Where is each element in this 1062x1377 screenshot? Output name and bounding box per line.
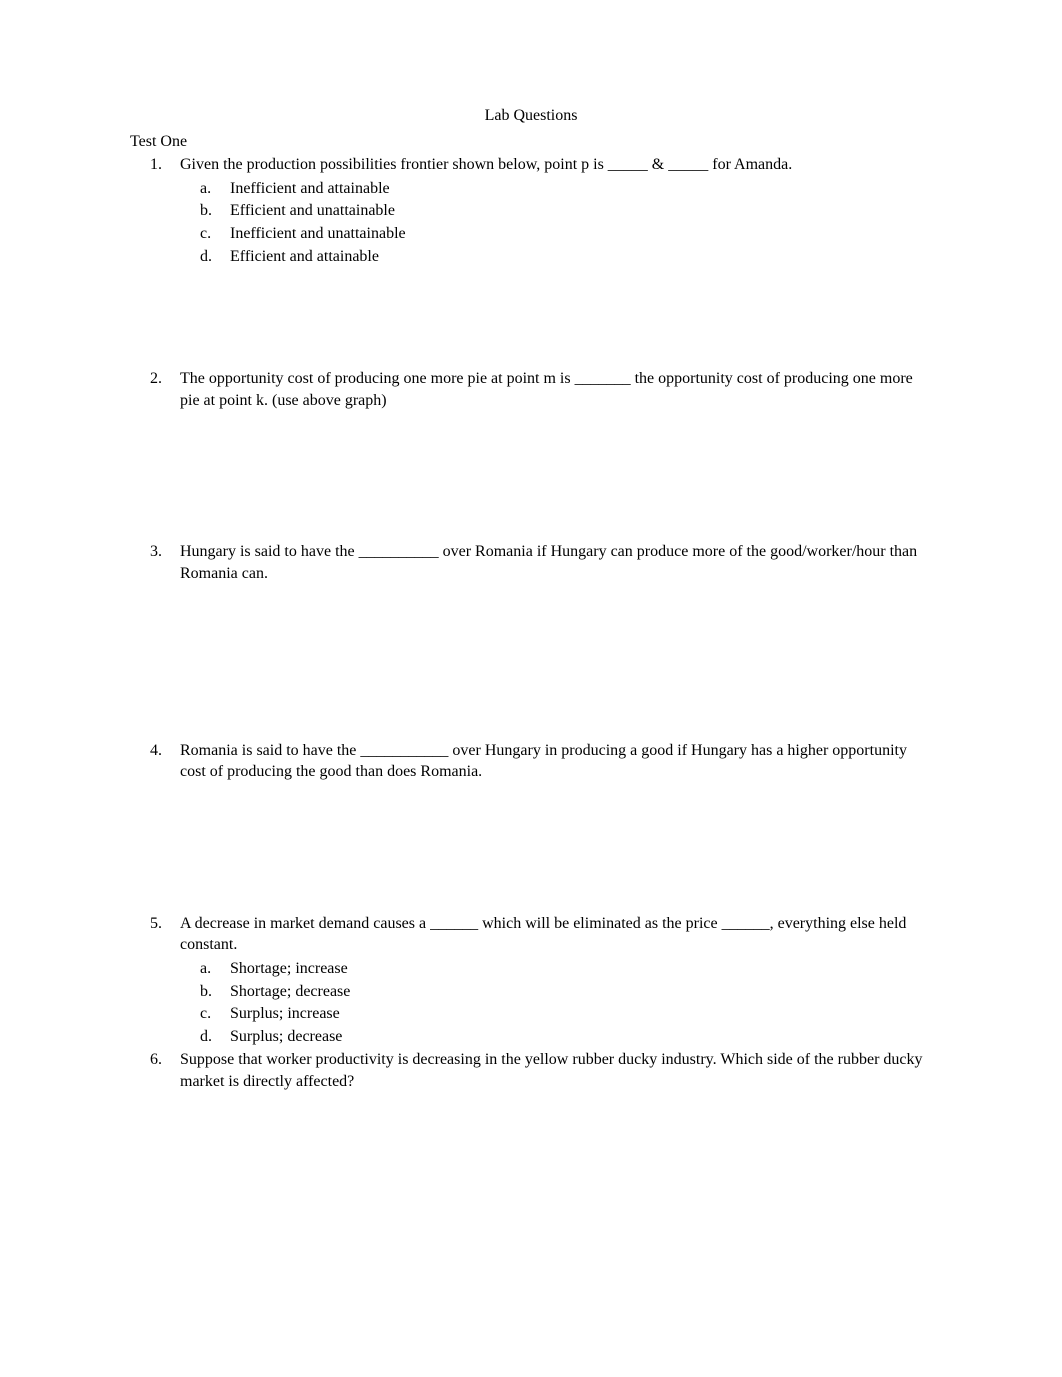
option-b: b. Shortage; decrease [230,981,932,1003]
option-letter: c. [200,223,211,245]
question-1-options: a. Inefficient and attainable b. Efficie… [180,178,932,267]
question-number: 6. [150,1049,162,1071]
option-letter: d. [200,246,212,268]
option-letter: c. [200,1003,211,1025]
question-5-options: a. Shortage; increase b. Shortage; decre… [180,958,932,1047]
question-number: 5. [150,913,162,935]
question-5: 5. A decrease in market demand causes a … [180,913,932,1048]
option-text: Efficient and attainable [230,248,379,265]
option-text: Shortage; decrease [230,983,350,1000]
option-letter: d. [200,1026,212,1048]
option-text: Inefficient and unattainable [230,225,406,242]
option-letter: a. [200,958,211,980]
option-text: Inefficient and attainable [230,180,390,197]
question-number: 2. [150,368,162,390]
spacer [180,585,932,740]
question-6: 6. Suppose that worker productivity is d… [180,1049,932,1092]
spacer [180,411,932,541]
option-c: c. Surplus; increase [230,1003,932,1025]
option-letter: b. [200,981,212,1003]
option-c: c. Inefficient and unattainable [230,223,932,245]
option-text: Shortage; increase [230,960,348,977]
question-number: 4. [150,740,162,762]
question-number: 3. [150,541,162,563]
option-a: a. Inefficient and attainable [230,178,932,200]
question-number: 1. [150,154,162,176]
question-text: Hungary is said to have the __________ o… [180,543,917,582]
option-d: d. Efficient and attainable [230,246,932,268]
question-text: Suppose that worker productivity is decr… [180,1051,923,1090]
page-title: Lab Questions [130,105,932,127]
question-text: Romania is said to have the ___________ … [180,742,907,781]
spacer [180,783,932,913]
option-a: a. Shortage; increase [230,958,932,980]
option-letter: a. [200,178,211,200]
questions-list: 1. Given the production possibilities fr… [130,154,932,1092]
option-text: Surplus; decrease [230,1028,342,1045]
spacer [180,268,932,368]
option-d: d. Surplus; decrease [230,1026,932,1048]
option-text: Surplus; increase [230,1005,340,1022]
question-text: The opportunity cost of producing one mo… [180,370,913,409]
question-2: 2. The opportunity cost of producing one… [180,368,932,411]
question-text: Given the production possibilities front… [180,156,792,173]
question-4: 4. Romania is said to have the _________… [180,740,932,783]
option-letter: b. [200,200,212,222]
option-b: b. Efficient and unattainable [230,200,932,222]
question-text: A decrease in market demand causes a ___… [180,915,906,954]
question-3: 3. Hungary is said to have the _________… [180,541,932,584]
question-1: 1. Given the production possibilities fr… [180,154,932,267]
section-header: Test One [130,131,932,153]
option-text: Efficient and unattainable [230,202,395,219]
